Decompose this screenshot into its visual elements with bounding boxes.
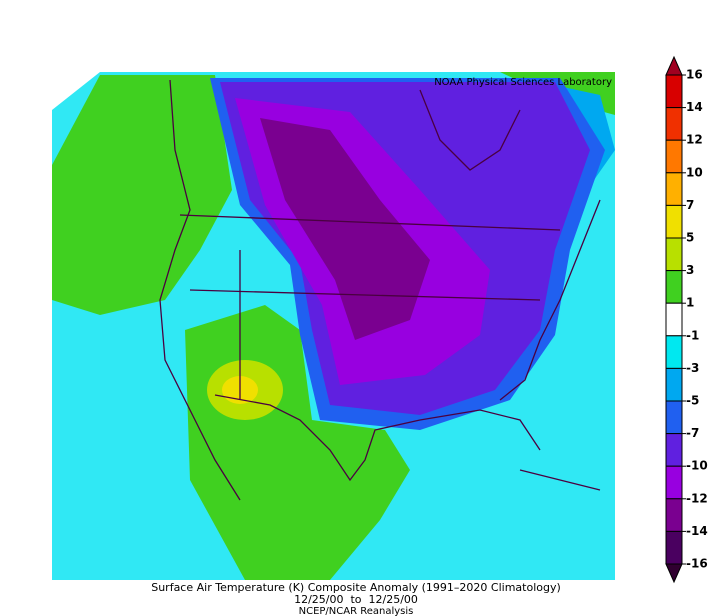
coastline bbox=[214, 394, 541, 482]
colorbar-bin bbox=[665, 335, 683, 369]
colorbar-bin bbox=[665, 465, 683, 500]
colorbar-bin bbox=[665, 107, 683, 141]
colorbar-bin bbox=[665, 367, 683, 402]
colorbar-bin bbox=[665, 498, 683, 532]
caption-title: Surface Air Temperature (K) Composite An… bbox=[151, 581, 561, 594]
colorbar-bin bbox=[665, 172, 683, 206]
colorbar-bin bbox=[665, 530, 683, 565]
colorbar-label: 10 bbox=[686, 165, 703, 179]
colorbar-arrow bbox=[665, 55, 683, 76]
lab-credit: NOAA Physical Sciences Laboratory bbox=[434, 77, 612, 88]
colorbar-bin bbox=[665, 302, 683, 337]
no-data bbox=[52, 72, 100, 110]
colorbar-bin bbox=[665, 433, 683, 467]
caption-dates: 12/25/00 to 12/25/00 bbox=[294, 593, 418, 606]
colorbar-label: 7 bbox=[686, 198, 694, 212]
colorbar-label: -3 bbox=[686, 361, 699, 375]
colorbar-label: 1 bbox=[686, 296, 694, 310]
colorbar-label: -5 bbox=[686, 394, 699, 408]
map bbox=[52, 72, 615, 580]
border bbox=[189, 289, 541, 301]
coastline bbox=[159, 79, 241, 501]
colorbar-bin bbox=[665, 237, 683, 272]
colorbar-label: 5 bbox=[686, 231, 694, 245]
colorbar-label: 14 bbox=[686, 100, 703, 114]
colorbar-label: -16 bbox=[686, 557, 708, 571]
caption-source: NCEP/NCAR Reanalysis bbox=[299, 606, 414, 616]
warm-region bbox=[52, 75, 232, 315]
colorbar-bin bbox=[665, 400, 683, 435]
colorbar-label: 12 bbox=[686, 133, 703, 147]
colorbar: 16 14 12 10 7 5 3 1 -1 -3 -5 -7 -10 -12 -14 -16 bbox=[665, 55, 708, 584]
colorbar-label: -1 bbox=[686, 328, 699, 342]
coastline bbox=[499, 199, 601, 401]
colorbar-bin bbox=[665, 74, 683, 109]
colorbar-label: -7 bbox=[686, 426, 699, 440]
coastline bbox=[519, 469, 601, 491]
border bbox=[179, 214, 561, 231]
colorbar-label: -14 bbox=[686, 524, 708, 538]
colorbar-bin bbox=[665, 204, 683, 239]
coastline bbox=[419, 89, 521, 171]
cold-region bbox=[260, 118, 430, 340]
colorbar-label: -10 bbox=[686, 459, 708, 473]
colorbar-label: 3 bbox=[686, 263, 694, 277]
colorbar-arrow bbox=[665, 563, 683, 584]
colorbar-bin bbox=[665, 270, 683, 304]
colorbar-label: -12 bbox=[686, 491, 708, 505]
colorbar-bin bbox=[665, 139, 683, 174]
colorbar-label: 16 bbox=[686, 68, 703, 82]
